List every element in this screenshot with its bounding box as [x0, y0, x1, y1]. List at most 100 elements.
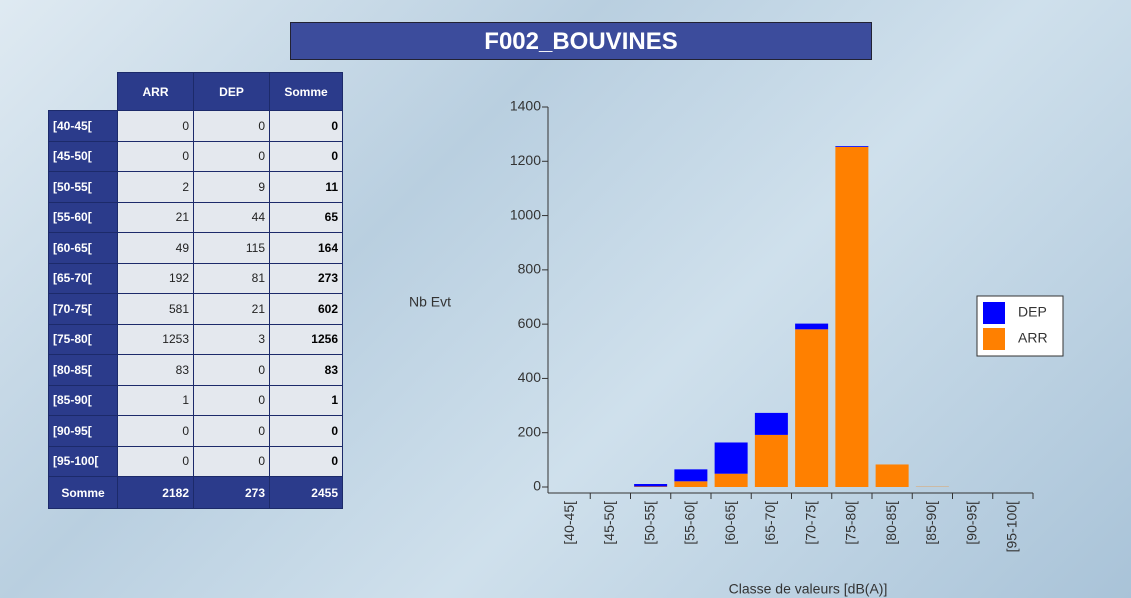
table-row: [70-75[581 21 602 — [48, 293, 343, 325]
sum-cell: 0 — [269, 415, 343, 447]
column-header: DEP — [193, 72, 270, 111]
cell: 81 — [193, 262, 270, 294]
cell: 49 — [117, 232, 194, 264]
y-tick-label: 0 — [533, 478, 541, 494]
title-bar: F002_BOUVINES — [290, 22, 872, 60]
row-label: [65-70[ — [48, 262, 118, 294]
cell: 115 — [193, 232, 270, 264]
x-tick-label: [95-100[ — [1004, 501, 1020, 552]
total-cell: Somme — [48, 476, 118, 509]
row-label: [60-65[ — [48, 232, 118, 264]
cell: 0 — [193, 445, 270, 477]
bar-segment — [754, 434, 788, 487]
y-tick-label: 400 — [518, 369, 542, 385]
x-axis-label: Classe de valeurs [dB(A)] — [729, 581, 888, 597]
table-row: [80-85[83 0 83 — [48, 354, 343, 386]
sum-cell: 602 — [269, 293, 343, 325]
row-label: [85-90[ — [48, 384, 118, 416]
bar-segment — [835, 146, 869, 147]
table-row: Somme 2182 273 2455 — [48, 476, 343, 509]
cell: 192 — [117, 262, 194, 294]
sum-cell: 1256 — [269, 323, 343, 355]
bar-segment — [875, 464, 909, 487]
bar-segment — [634, 484, 668, 487]
sum-cell: 1 — [269, 384, 343, 416]
table-row: [60-65[49 115 164 — [48, 232, 343, 264]
table-row: [40-45[0 0 0 — [48, 110, 343, 142]
y-tick-label: 600 — [518, 315, 542, 331]
cell: 0 — [193, 415, 270, 447]
row-label: [75-80[ — [48, 323, 118, 355]
total-cell: 273 — [193, 476, 270, 509]
x-tick-label: [85-90[ — [923, 501, 939, 545]
cell: 0 — [193, 140, 270, 172]
sum-cell: 83 — [269, 354, 343, 386]
bar-segment — [634, 486, 668, 487]
sum-cell: 0 — [269, 140, 343, 172]
x-tick-label: [90-95[ — [963, 501, 979, 545]
table-row: [55-60[21 44 65 — [48, 201, 343, 233]
y-tick-label: 1400 — [510, 98, 541, 114]
legend-label: DEP — [1018, 304, 1047, 320]
x-tick-label: [80-85[ — [883, 501, 899, 545]
bar-segment — [754, 412, 788, 435]
sum-cell: 164 — [269, 232, 343, 264]
y-tick-label: 1200 — [510, 152, 541, 168]
column-header: Somme — [269, 72, 343, 111]
data-table: ARR DEP Somme [40-45[0 0 0 [45-50[0 0 0 [50-55[2 9… — [48, 72, 343, 509]
cell: 0 — [193, 110, 270, 142]
sum-cell: 11 — [269, 171, 343, 203]
cell: 21 — [117, 201, 194, 233]
sum-cell: 0 — [269, 445, 343, 477]
row-label: [95-100[ — [48, 445, 118, 477]
row-label: [80-85[ — [48, 354, 118, 386]
legend-swatch — [983, 302, 1005, 324]
total-cell: 2455 — [269, 476, 343, 509]
row-label: [50-55[ — [48, 171, 118, 203]
table-row: [50-55[2 9 11 — [48, 171, 343, 203]
table-row: [75-80[1253 3 1256 — [48, 323, 343, 355]
bar-segment — [674, 469, 708, 482]
cell: 0 — [117, 415, 194, 447]
cell: 9 — [193, 171, 270, 203]
x-tick-label: [70-75[ — [802, 501, 818, 545]
x-tick-label: [50-55[ — [641, 501, 657, 545]
y-tick-label: 800 — [518, 261, 542, 277]
bar-segment — [674, 481, 708, 487]
cell: 581 — [117, 293, 194, 325]
bar-segment — [795, 323, 829, 330]
y-axis-label: Nb Evt — [409, 294, 451, 310]
cell: 0 — [117, 140, 194, 172]
cell: 1 — [117, 384, 194, 416]
row-label: [70-75[ — [48, 293, 118, 325]
sum-cell: 0 — [269, 110, 343, 142]
bar-segment — [835, 146, 869, 487]
total-cell: 2182 — [117, 476, 194, 509]
cell: 1253 — [117, 323, 194, 355]
x-tick-label: [65-70[ — [762, 501, 778, 545]
row-label: [55-60[ — [48, 201, 118, 233]
table-row: ARR DEP Somme — [49, 72, 343, 111]
bar-segment — [714, 442, 748, 474]
bar-segment — [795, 329, 829, 487]
table-row: [65-70[192 81 273 — [48, 262, 343, 294]
table-row: [90-95[0 0 0 — [48, 415, 343, 447]
x-tick-label: [40-45[ — [561, 501, 577, 545]
x-tick-label: [55-60[ — [682, 501, 698, 545]
cell: 2 — [117, 171, 194, 203]
legend-swatch — [983, 328, 1005, 350]
y-tick-label: 200 — [518, 423, 542, 439]
row-label: [90-95[ — [48, 415, 118, 447]
x-tick-label: [60-65[ — [722, 501, 738, 545]
legend-label: ARR — [1018, 330, 1048, 346]
x-tick-label: [75-80[ — [843, 501, 859, 545]
x-tick-label: [45-50[ — [601, 501, 617, 545]
cell: 44 — [193, 201, 270, 233]
table-row: [45-50[0 0 0 — [48, 140, 343, 172]
cell: 0 — [193, 354, 270, 386]
column-header: ARR — [117, 72, 194, 111]
sum-cell: 273 — [269, 262, 343, 294]
cell: 21 — [193, 293, 270, 325]
